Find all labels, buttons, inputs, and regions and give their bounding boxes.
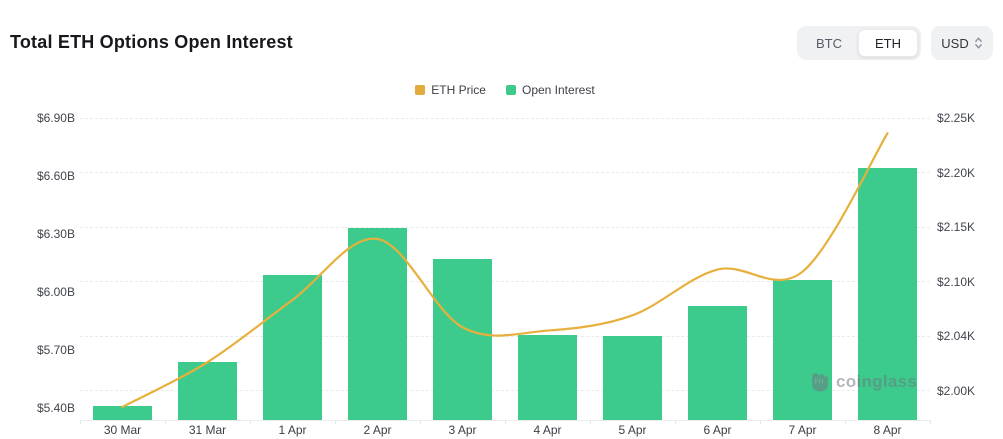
bar-3-apr[interactable] (433, 259, 492, 420)
gridline (80, 226, 930, 228)
bar-5-apr[interactable] (603, 336, 662, 420)
y-axis-label-right: $2.15K (937, 220, 976, 234)
x-axis-label: 6 Apr (703, 423, 732, 437)
bar-2-apr[interactable] (348, 228, 407, 420)
x-axis-tick (760, 420, 761, 424)
x-axis-tick (420, 420, 421, 424)
y-axis-label-left: $6.30B (36, 227, 75, 241)
x-axis-label: 3 Apr (448, 423, 477, 437)
x-axis-tick (335, 420, 336, 424)
gridline (80, 172, 930, 173)
x-axis-label: 7 Apr (788, 423, 817, 437)
y-axis-label-right: $2.04K (937, 329, 976, 343)
y-axis-label-right: $2.25K (937, 111, 976, 125)
legend-item-open-interest[interactable]: Open Interest (505, 83, 595, 97)
gridline (80, 117, 930, 119)
coin-toggle: BTC ETH (797, 26, 921, 60)
x-axis-tick (505, 420, 506, 424)
y-axis-label-left: $6.90B (36, 111, 75, 125)
x-axis-tick (165, 420, 166, 424)
page-title: Total ETH Options Open Interest (10, 32, 293, 52)
y-axis-label-right: $2.20K (937, 165, 976, 180)
x-axis-tick (590, 420, 591, 424)
x-axis-tick (845, 420, 846, 424)
x-axis-label: 2 Apr (363, 423, 392, 437)
y-axis-label-left: $5.40B (36, 401, 75, 415)
x-axis-label: 4 Apr (533, 423, 562, 437)
x-axis-tick (930, 420, 931, 424)
x-axis-label: 31 Mar (188, 423, 227, 437)
x-axis-tick (250, 420, 251, 424)
bar-30-mar[interactable] (93, 406, 152, 420)
y-axis-label-left: $5.70B (36, 343, 75, 357)
legend-swatch-eth-price (415, 85, 426, 95)
bar-7-apr[interactable] (773, 280, 832, 420)
bar-6-apr[interactable] (688, 305, 747, 420)
legend-swatch-open-interest (505, 85, 516, 95)
y-axis-label-left: $6.00B (36, 285, 75, 299)
x-axis-label: 1 Apr (278, 423, 307, 437)
updown-chevrons-icon (974, 37, 982, 49)
legend-label-open-interest: Open Interest (521, 83, 595, 97)
x-axis-label: 8 Apr (873, 423, 902, 437)
x-axis-label: 30 Mar (103, 423, 142, 437)
bar-1-apr[interactable] (263, 274, 322, 420)
currency-select[interactable]: USD (931, 26, 993, 60)
x-axis-tick (675, 420, 676, 424)
btc-tab[interactable]: BTC (800, 29, 858, 57)
legend-item-eth-price[interactable]: ETH Price (415, 83, 486, 97)
eth-tab[interactable]: ETH (858, 29, 918, 57)
currency-select-value: USD (941, 35, 969, 51)
bar-8-apr[interactable] (858, 168, 917, 420)
y-axis-label-right: $2.10K (937, 274, 976, 289)
x-axis-tick (80, 420, 81, 424)
legend-label-eth-price: ETH Price (431, 83, 486, 97)
y-axis-label-right: $2.00K (937, 383, 976, 398)
y-axis-label-left: $6.60B (36, 169, 75, 183)
bar-31-mar[interactable] (178, 361, 237, 420)
legend: ETH Price Open Interest (80, 82, 930, 98)
x-axis-label: 5 Apr (618, 423, 647, 437)
bar-4-apr[interactable] (518, 334, 577, 420)
